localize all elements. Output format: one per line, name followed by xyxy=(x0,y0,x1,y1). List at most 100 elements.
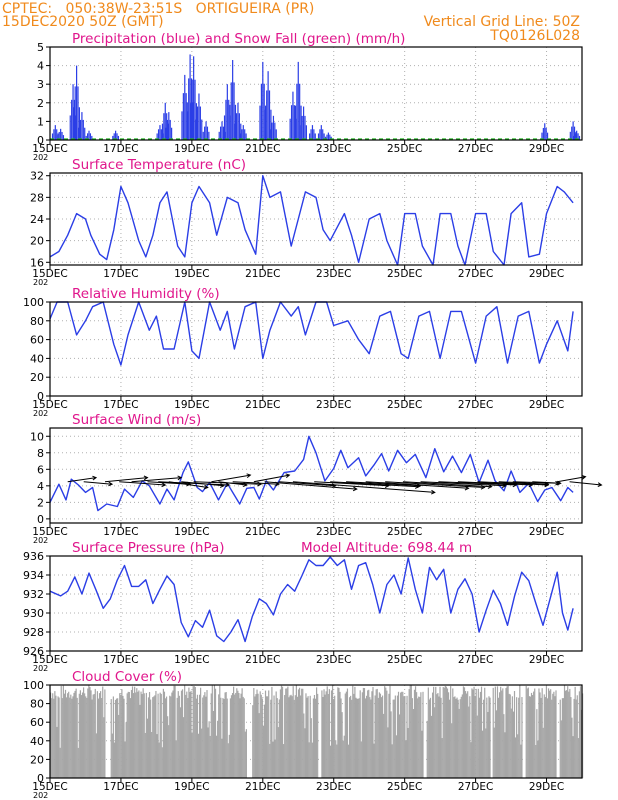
cloud-bar xyxy=(156,734,158,778)
precip-bar xyxy=(262,61,264,140)
cloud-bar xyxy=(529,696,532,778)
cloud-bar xyxy=(536,709,538,778)
cloud-bar xyxy=(466,693,468,778)
cloud-bar xyxy=(353,693,355,778)
cloud-bar xyxy=(223,699,225,778)
cloud-bar xyxy=(93,694,95,778)
cloud-bar xyxy=(125,722,127,778)
header-line2: 15DEC2020 50Z (GMT) xyxy=(2,14,164,30)
cloud-bar xyxy=(239,698,241,778)
cloud-bar xyxy=(152,697,154,778)
cloud-bar xyxy=(143,693,145,778)
cloud-bar xyxy=(350,695,352,778)
precip-bar xyxy=(230,82,232,140)
cloud-bar xyxy=(171,692,173,778)
cloud-bar xyxy=(329,745,332,778)
cloud-bar xyxy=(450,686,452,778)
cloud-bar xyxy=(430,715,433,778)
cloud-bar xyxy=(150,699,152,778)
y-tick-label: 4 xyxy=(37,480,44,493)
cloud-bar xyxy=(458,708,460,778)
cloud-bar xyxy=(380,697,383,778)
cloud-bar xyxy=(154,695,156,778)
y-tick-label: 8 xyxy=(37,447,44,460)
wind-vector xyxy=(104,475,149,483)
cloud-bar xyxy=(53,698,55,778)
cloud-bar xyxy=(533,691,535,778)
cloud-bar xyxy=(439,686,441,778)
cloud-bar xyxy=(476,715,478,778)
cloud-bar xyxy=(339,691,341,778)
cloud-bar xyxy=(386,690,388,778)
cloud-bar xyxy=(328,689,330,778)
cloud-bar xyxy=(213,685,216,778)
cloud-bar xyxy=(272,741,274,778)
precip-bar xyxy=(112,135,114,140)
cloud-bar xyxy=(292,686,294,778)
precip-bar xyxy=(302,106,305,140)
precip-bar xyxy=(169,119,171,140)
panel-title: Precipitation (blue) and Snow Fall (gree… xyxy=(72,31,405,47)
cloud-bar xyxy=(85,696,87,778)
cloud-bar xyxy=(454,696,456,778)
cloud-bar xyxy=(564,690,567,778)
precip-bar xyxy=(309,133,311,140)
precip-bar xyxy=(267,71,269,140)
cloud-bar xyxy=(68,691,70,778)
cloud-bar xyxy=(242,696,244,778)
precip-bar xyxy=(275,129,277,140)
panel-title: Relative Humidity (%) xyxy=(72,286,220,302)
precip-bar xyxy=(274,122,276,140)
cloud-bar xyxy=(82,687,85,778)
temperature-line xyxy=(49,175,574,266)
cloud-bar xyxy=(374,695,376,778)
cloud-bar xyxy=(510,708,512,778)
cloud-bar xyxy=(520,744,522,778)
cloud-bar xyxy=(276,698,278,778)
cloud-bar xyxy=(511,696,513,778)
x-tick-label: 15DEC xyxy=(32,399,67,411)
precip-bar xyxy=(268,90,271,140)
cloud-bar xyxy=(404,696,406,778)
cloud-bar xyxy=(57,696,59,778)
cloud-bar xyxy=(261,698,263,778)
cloud-bar xyxy=(569,688,571,778)
cloud-bar xyxy=(193,686,195,778)
cloud-bar xyxy=(151,732,153,778)
cloud-bar xyxy=(290,694,292,778)
cloud-bar xyxy=(225,692,227,778)
cloud-bar xyxy=(443,687,445,778)
cloud-bar xyxy=(118,714,120,778)
cloud-bar xyxy=(224,692,226,778)
cloud-bar xyxy=(102,686,104,778)
cloud-bar xyxy=(462,686,465,778)
cloud-bar xyxy=(90,690,92,778)
precip-bar xyxy=(163,113,165,140)
cloud-bar xyxy=(576,695,578,778)
year-stub: 202 xyxy=(33,153,48,162)
cloud-bar xyxy=(361,692,363,778)
cloud-bar xyxy=(500,686,502,778)
cloud-bar xyxy=(574,686,576,778)
cloud-bar xyxy=(444,685,446,778)
precip-bar xyxy=(53,129,55,140)
precip-bar xyxy=(289,118,291,140)
cloud-bar xyxy=(235,692,237,778)
cloud-bar xyxy=(405,740,407,778)
cloud-bar xyxy=(559,699,561,778)
cloud-bar xyxy=(302,688,304,778)
cloud-bar xyxy=(431,692,434,778)
cloud-bar xyxy=(281,686,284,778)
cloud-bar xyxy=(436,694,438,778)
precip-bar xyxy=(73,107,75,140)
precip-bar xyxy=(76,65,78,140)
precip-bar xyxy=(190,103,192,140)
cloud-bar xyxy=(341,712,343,778)
cloud-bar xyxy=(460,696,462,778)
precip-bar xyxy=(113,133,115,140)
cloud-bar xyxy=(401,691,403,778)
cloud-bar xyxy=(314,698,317,778)
header-grid-note: Vertical Grid Line: 50Z xyxy=(423,14,580,30)
cloud-bar xyxy=(177,691,179,778)
x-tick-label: 23DEC xyxy=(316,526,351,538)
